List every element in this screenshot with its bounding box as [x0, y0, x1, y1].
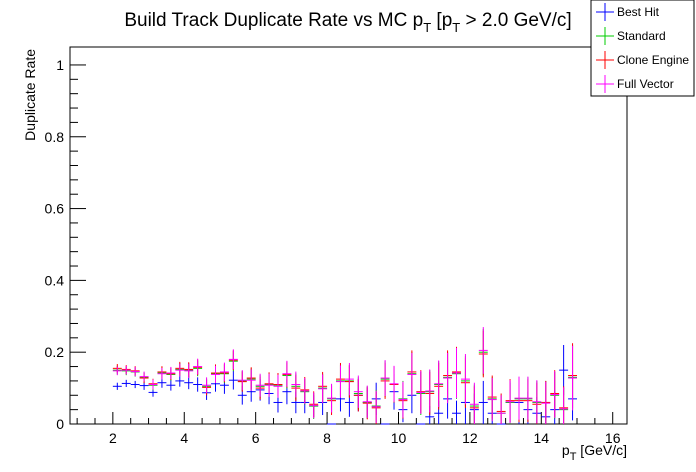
data-point [371, 390, 381, 423]
data-point [362, 385, 372, 418]
data-point [166, 366, 176, 380]
data-point [264, 373, 274, 397]
data-point [157, 367, 167, 380]
data-point [148, 379, 158, 390]
y-axis-label: Duplicate Rate [22, 49, 38, 141]
legend-entry: Clone Engine [596, 51, 689, 69]
plot-frame [69, 46, 628, 425]
data-point [443, 352, 453, 404]
x-tick-label: 16 [605, 430, 621, 446]
legend-entry: Best Hit [596, 3, 660, 21]
data-point [353, 375, 363, 408]
y-axis-ticks: 0 0.2 0.4 0.6 0.8 1 [45, 57, 86, 432]
data-point [487, 378, 497, 422]
series-layer [112, 327, 578, 425]
data-point [291, 371, 301, 398]
data-point [112, 382, 122, 390]
y-tick-label: 0.6 [45, 201, 65, 217]
data-point [309, 392, 319, 419]
data-point [237, 370, 247, 391]
data-point [211, 365, 220, 384]
data-point [318, 374, 328, 404]
x-tick-label: 10 [391, 430, 407, 446]
data-point [255, 373, 265, 397]
data-point [300, 378, 310, 404]
x-tick-label: 14 [534, 430, 550, 446]
data-point [344, 362, 354, 396]
data-point [460, 353, 470, 405]
x-tick-label: 12 [462, 430, 478, 446]
data-point [568, 345, 578, 411]
data-point [202, 377, 212, 394]
data-point [478, 327, 488, 374]
data-point [228, 349, 238, 370]
x-axis-label: pT [GeV/c] [562, 442, 627, 463]
x-tick-label: 4 [180, 430, 188, 446]
data-point [193, 377, 203, 392]
data-point [327, 383, 337, 413]
data-point [541, 381, 551, 424]
legend-label: Clone Engine [617, 53, 689, 67]
data-point [184, 363, 194, 379]
y-tick-label: 0.8 [45, 129, 65, 145]
y-tick-label: 0.4 [45, 272, 65, 288]
x-tick-label: 2 [109, 430, 117, 446]
data-point [478, 380, 488, 424]
data-point [228, 370, 238, 390]
legend-label: Best Hit [617, 5, 660, 19]
data-point [452, 400, 461, 424]
legend-entry: Standard [596, 27, 666, 45]
data-point [434, 360, 444, 408]
data-point [416, 370, 426, 414]
data-point [496, 395, 506, 424]
data-point [112, 366, 122, 376]
legend-label: Standard [617, 29, 666, 43]
data-point [139, 371, 149, 382]
legend-box [590, 0, 695, 97]
data-point [273, 374, 283, 398]
y-tick-label: 1 [56, 57, 64, 73]
data-point [193, 358, 203, 375]
data-point [246, 369, 256, 391]
data-point [398, 381, 408, 418]
data-point [175, 375, 185, 387]
legend-label: Full Vector [617, 77, 674, 91]
data-point [219, 362, 229, 382]
data-point [523, 376, 533, 420]
data-point [452, 347, 461, 399]
y-tick-label: 0 [56, 416, 64, 432]
data-point [532, 380, 542, 424]
data-point [505, 380, 515, 424]
series-full-vector [112, 327, 578, 424]
data-point [282, 360, 292, 387]
data-point [184, 376, 194, 390]
data-point [175, 363, 185, 377]
data-point [550, 371, 560, 418]
chart-title: Build Track Duplicate Rate vs MC pT [pT … [124, 10, 571, 35]
legend: Best Hit Standard Clone Engine Full Vector [590, 0, 695, 97]
data-point [166, 379, 176, 391]
data-point [121, 379, 131, 388]
x-axis-ticks: 2 4 6 8 10 12 14 16 [76, 412, 621, 446]
data-point [389, 365, 399, 402]
data-point [336, 365, 345, 398]
data-point [130, 380, 140, 389]
x-tick-label: 6 [252, 430, 260, 446]
data-point [469, 382, 479, 424]
data-point [407, 352, 417, 396]
data-point [130, 366, 140, 377]
data-point [380, 360, 390, 396]
data-point [425, 369, 435, 413]
legend-entry: Full Vector [596, 75, 674, 93]
data-point [121, 365, 131, 375]
y-tick-label: 0.2 [45, 344, 65, 360]
data-point [514, 376, 524, 420]
x-tick-label: 8 [323, 430, 331, 446]
data-point [559, 387, 569, 424]
